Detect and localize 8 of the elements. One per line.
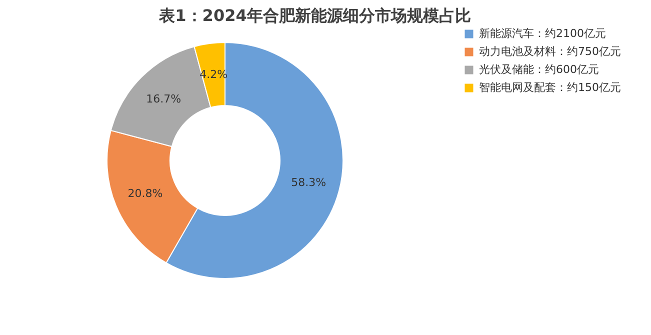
legend-label: 光伏及储能：约600亿元 — [479, 63, 599, 76]
chart-title: 表1：2024年合肥新能源细分市场规模占比 — [158, 6, 471, 25]
legend-label: 新能源汽车：约2100亿元 — [479, 27, 606, 40]
legend-label: 动力电池及材料：约750亿元 — [479, 45, 621, 58]
data-label: 20.8% — [128, 186, 163, 200]
data-label: 16.7% — [146, 92, 182, 106]
data-label: 58.3% — [291, 176, 326, 189]
legend-label: 智能电网及配套：约150亿元 — [479, 81, 621, 94]
